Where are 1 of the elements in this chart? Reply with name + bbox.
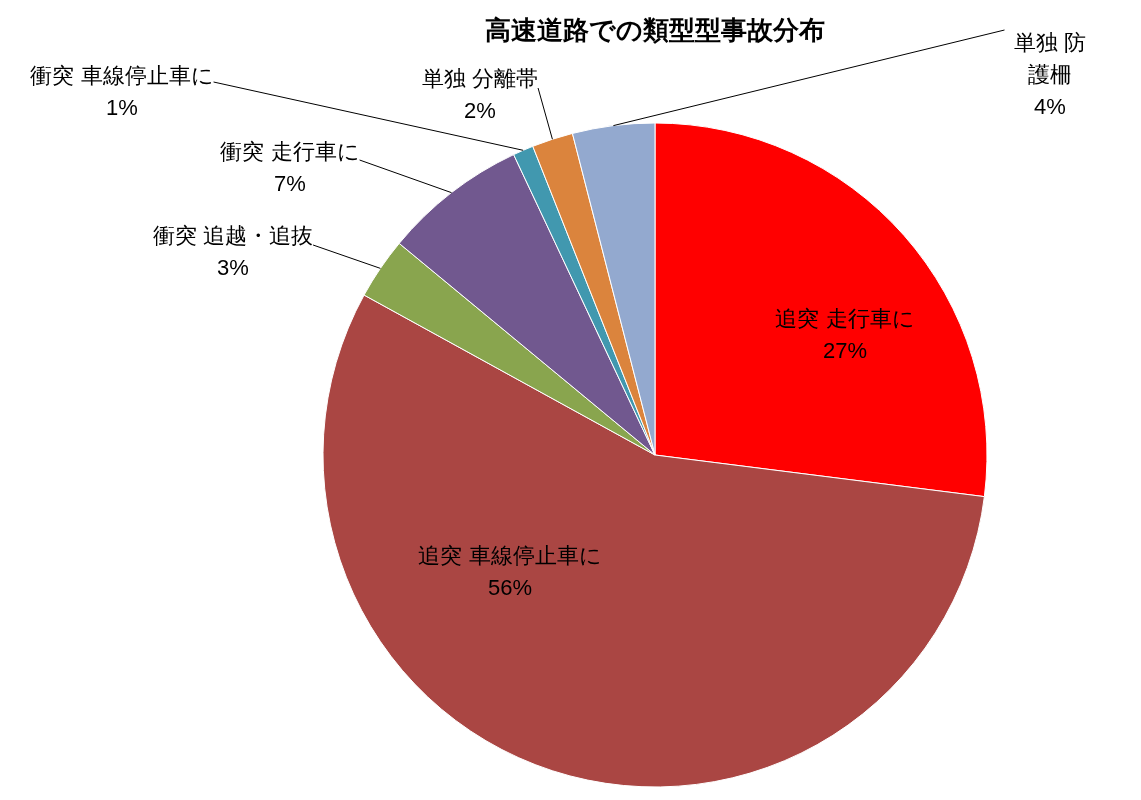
chart-title: 高速道路での類型型事故分布 xyxy=(485,13,825,47)
